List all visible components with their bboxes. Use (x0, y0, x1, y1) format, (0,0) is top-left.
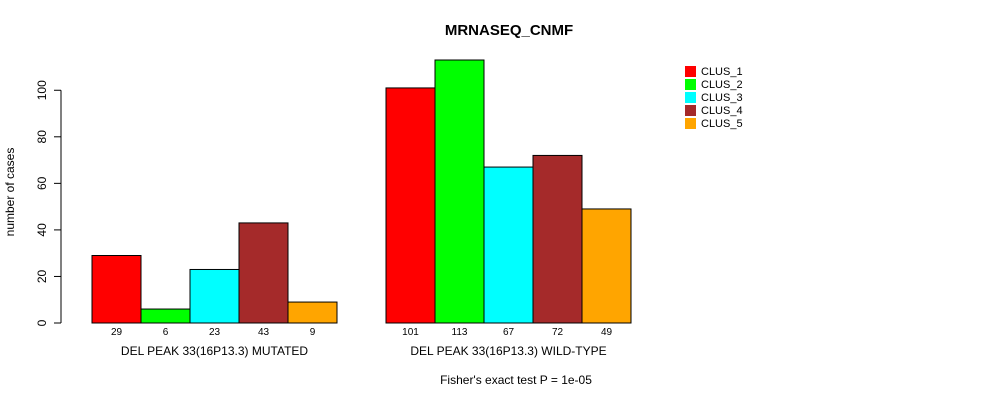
footnote: Fisher's exact test P = 1e-05 (440, 373, 592, 387)
bar-count-label: 72 (552, 327, 564, 338)
bar-count-label: 23 (209, 327, 221, 338)
legend-label: CLUS_4 (701, 105, 743, 117)
legend-swatch (685, 118, 696, 129)
category-label-2: DEL PEAK 33(16P13.3) WILD-TYPE (410, 344, 606, 358)
y-tick-label: 100 (35, 80, 49, 100)
bar-count-label: 29 (111, 327, 123, 338)
count-labels: 29 6 23 43 9 101 113 67 72 49 (111, 327, 613, 338)
y-tick-label: 80 (35, 130, 49, 144)
bar-clus-2-group-1 (140, 308, 191, 324)
bar-count-label: 49 (601, 327, 613, 338)
bar-clus-5-group-1 (287, 301, 338, 324)
bar-count-label: 6 (163, 327, 169, 338)
bar-count-label: 101 (402, 327, 419, 338)
bar-count-label: 113 (452, 327, 468, 338)
legend-label: CLUS_3 (701, 92, 743, 104)
bar-count-label: 43 (258, 327, 270, 338)
bar-count-label: 9 (310, 327, 316, 338)
bar-clus-1-group-2 (385, 87, 436, 324)
chart-title: MRNASEQ_CNMF (445, 22, 573, 39)
bar-clus-3-group-2 (483, 166, 534, 324)
group-labels: DEL PEAK 33(16P13.3) MUTATED DEL PEAK 33(… (121, 344, 607, 358)
legend-swatch (685, 66, 696, 77)
legend-label: CLUS_5 (701, 118, 743, 130)
bar-clus-4-group-2 (532, 154, 583, 324)
y-tick-label: 20 (35, 269, 49, 283)
y-axis-label: number of cases (3, 148, 17, 237)
y-tick-label: 40 (35, 223, 49, 237)
bar-clus-3-group-1 (189, 268, 240, 324)
y-axis: 0 20 40 60 80 100 (35, 80, 62, 326)
legend-swatch (685, 79, 696, 90)
y-tick-label: 0 (35, 319, 49, 326)
bar-clus-4-group-1 (238, 222, 289, 324)
y-tick-label: 60 (35, 176, 49, 190)
legend-label: CLUS_1 (701, 66, 743, 78)
legend-swatch (685, 105, 696, 116)
bar-count-label: 67 (503, 327, 515, 338)
bar-clus-5-group-2 (581, 208, 632, 324)
legend-label: CLUS_2 (701, 79, 743, 91)
legend-swatch (685, 92, 696, 103)
category-label-1: DEL PEAK 33(16P13.3) MUTATED (121, 344, 309, 358)
bar-clus-1-group-1 (91, 255, 142, 324)
bars (91, 59, 632, 324)
bar-clus-2-group-2 (434, 59, 485, 324)
